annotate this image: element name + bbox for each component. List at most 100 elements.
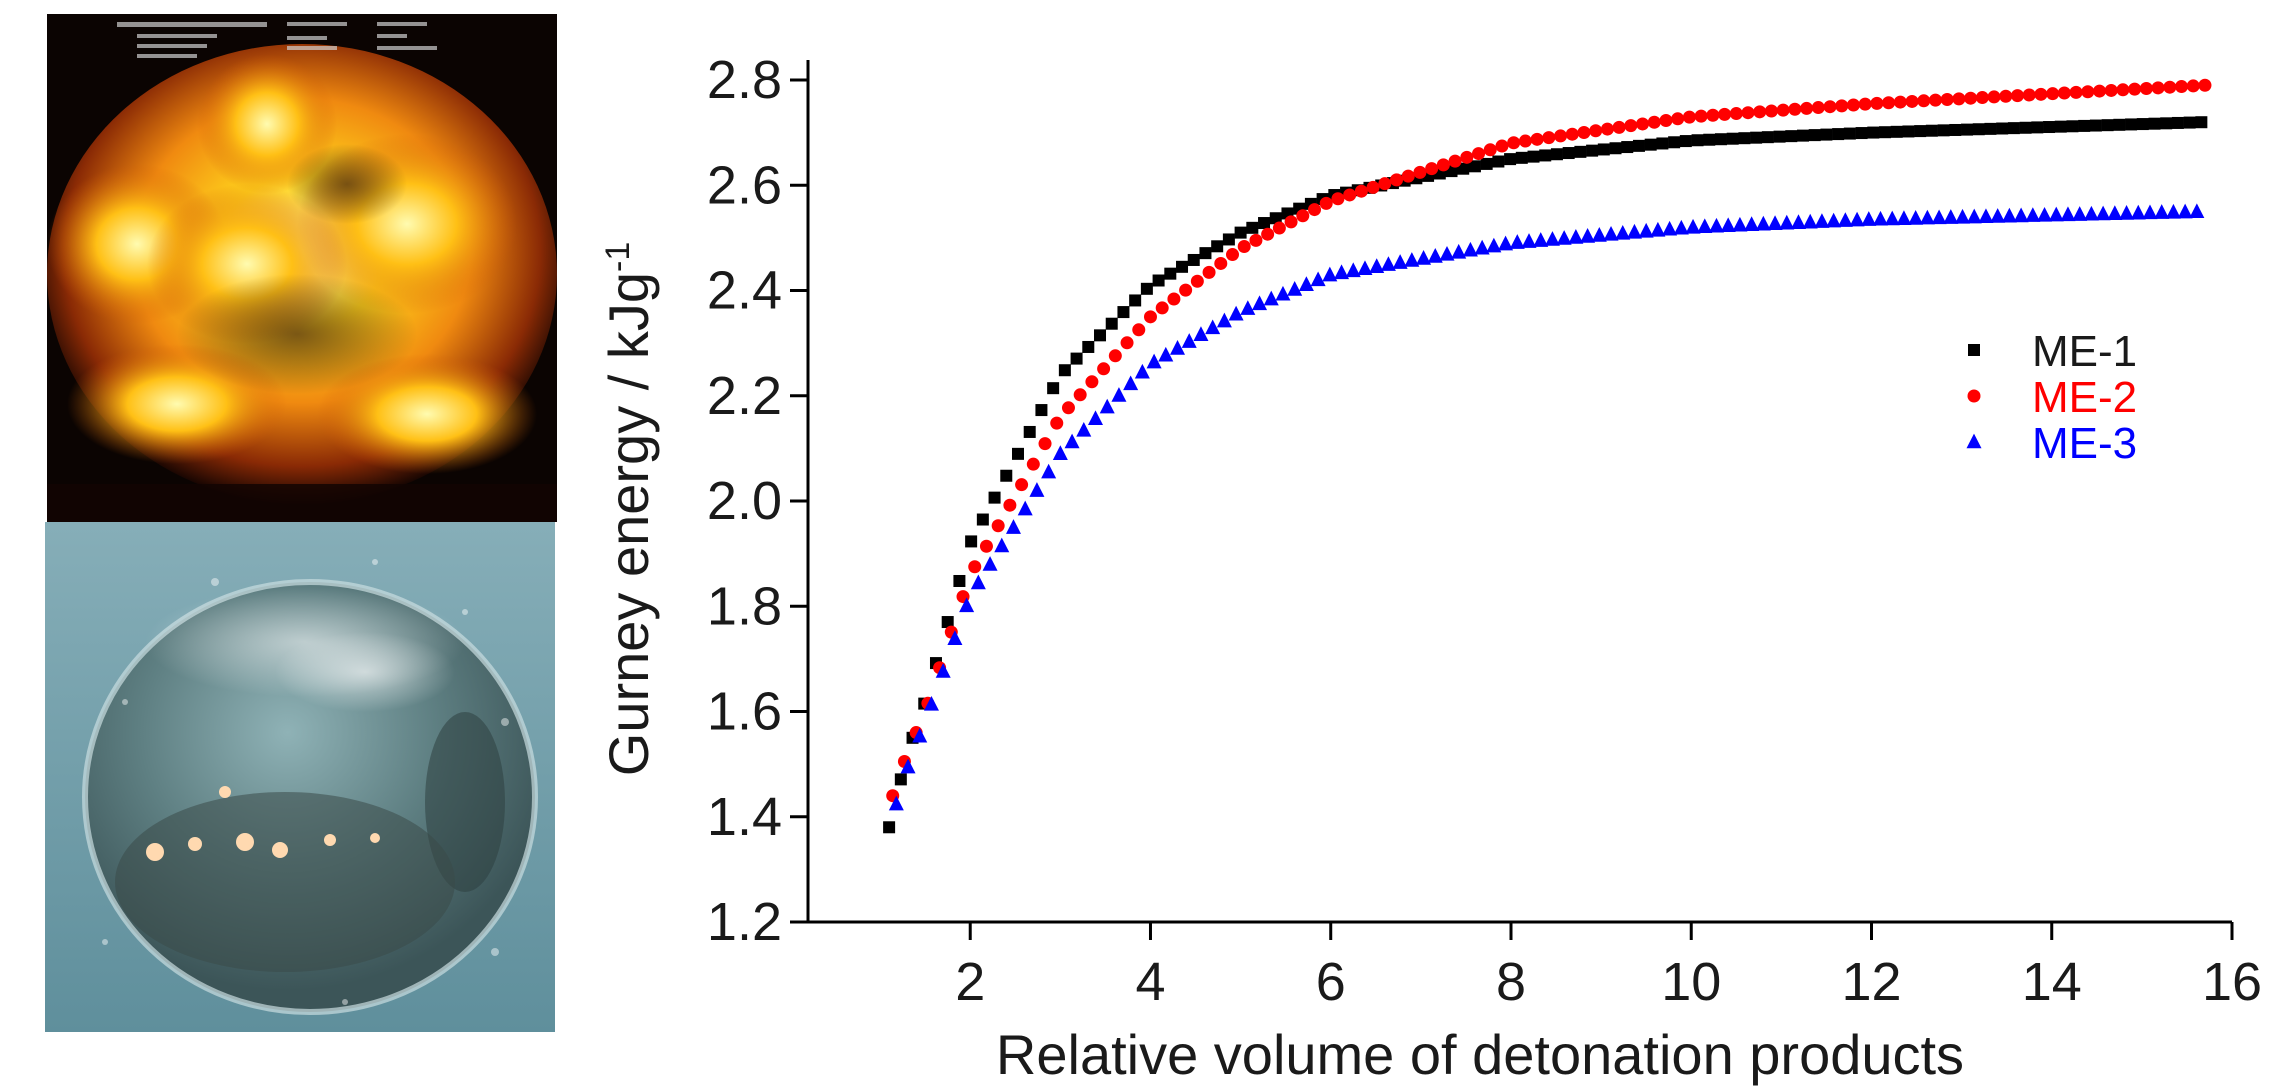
data-point <box>2093 84 2107 98</box>
data-point <box>1240 300 1256 315</box>
data-point <box>1729 107 1743 121</box>
data-point <box>979 539 993 553</box>
data-point <box>1222 233 1235 246</box>
data-point <box>2125 118 2138 131</box>
data-point <box>900 758 916 774</box>
data-point <box>1820 128 1833 141</box>
data-point <box>2130 204 2146 220</box>
data-point <box>1167 292 1181 306</box>
data-point <box>1753 105 1767 119</box>
data-point <box>1310 271 1326 287</box>
data-point <box>1460 150 1474 164</box>
data-point <box>1682 110 1696 124</box>
legend-label: ME-2 <box>2032 373 2137 422</box>
data-point <box>888 795 904 811</box>
data-point <box>1272 221 1286 235</box>
data-point <box>1764 104 1778 118</box>
data-point <box>1094 329 1107 342</box>
data-point <box>1873 210 1889 226</box>
data-point <box>1249 233 1263 247</box>
data-point <box>1527 150 1540 163</box>
data-point <box>1788 102 1802 116</box>
data-point <box>2171 116 2184 129</box>
data-point <box>1345 262 1361 278</box>
data-point <box>1556 230 1572 245</box>
data-point <box>1928 93 1942 107</box>
data-point <box>1656 137 1669 150</box>
data-point <box>1504 153 1517 166</box>
data-point <box>1708 217 1724 233</box>
data-point <box>1542 131 1556 145</box>
data-point <box>2119 205 2135 220</box>
data-point <box>1650 221 1666 237</box>
data-point <box>2116 83 2130 97</box>
data-point <box>1855 127 1868 140</box>
legend-label: ME-1 <box>2032 327 2137 376</box>
data-point <box>1017 500 1033 516</box>
data-point <box>2107 205 2123 220</box>
data-point <box>2142 204 2158 220</box>
data-point <box>2034 87 2048 101</box>
data-point <box>1246 221 1259 234</box>
data-point <box>1108 349 1122 363</box>
data-point <box>2113 118 2126 131</box>
data-point <box>1515 151 1528 164</box>
data-point <box>1586 144 1599 157</box>
data-point <box>1826 212 1842 228</box>
data-point <box>1755 215 1771 231</box>
data-point <box>1846 98 1860 112</box>
data-point <box>970 574 986 590</box>
data-point <box>2183 116 2196 129</box>
data-point <box>1155 301 1169 315</box>
data-point <box>1589 124 1603 138</box>
data-point <box>2022 88 2036 102</box>
data-point <box>2025 207 2041 222</box>
data-point <box>1483 143 1497 157</box>
data-point <box>1600 122 1614 136</box>
data-point <box>1495 139 1509 153</box>
data-point <box>1216 312 1232 328</box>
data-point <box>994 537 1010 553</box>
y-axis-title-main: Gurney energy / kJg <box>597 272 660 776</box>
data-point <box>1275 285 1291 301</box>
data-point <box>1811 101 1825 115</box>
data-point <box>1143 310 1157 324</box>
data-point <box>1879 126 1892 139</box>
data-point <box>1987 90 2001 104</box>
data-point <box>2189 203 2205 219</box>
y-tick-label: 2.0 <box>707 471 782 531</box>
data-point <box>2148 117 2161 130</box>
data-point <box>1673 219 1689 235</box>
data-point <box>1802 213 1818 229</box>
data-point <box>1890 125 1903 138</box>
data-point <box>1808 129 1821 142</box>
data-point <box>1451 243 1467 259</box>
data-point <box>1574 145 1587 158</box>
data-point <box>1530 132 1544 146</box>
x-tick-label: 2 <box>955 952 985 1012</box>
data-point <box>941 616 954 629</box>
data-point <box>1638 222 1654 238</box>
data-point <box>1975 91 1989 105</box>
data-point <box>1726 132 1739 145</box>
data-point <box>1117 306 1130 319</box>
data-point <box>1263 290 1279 306</box>
data-point <box>1269 212 1282 225</box>
data-point <box>1832 128 1845 141</box>
data-point <box>2007 122 2020 135</box>
data-point <box>1322 266 1338 282</box>
y-tick-label: 2.2 <box>707 366 782 426</box>
data-series <box>883 78 2212 834</box>
data-point <box>1843 127 1856 140</box>
data-point <box>976 513 989 526</box>
y-tick-label: 1.8 <box>707 576 782 636</box>
data-point <box>1837 212 1853 227</box>
data-point <box>1565 127 1579 141</box>
data-point <box>1615 224 1631 240</box>
data-point <box>1761 131 1774 144</box>
data-point <box>2095 205 2111 221</box>
data-point <box>1369 258 1385 273</box>
data-point <box>1129 294 1142 307</box>
data-point <box>1158 346 1174 362</box>
data-point <box>1187 253 1200 266</box>
